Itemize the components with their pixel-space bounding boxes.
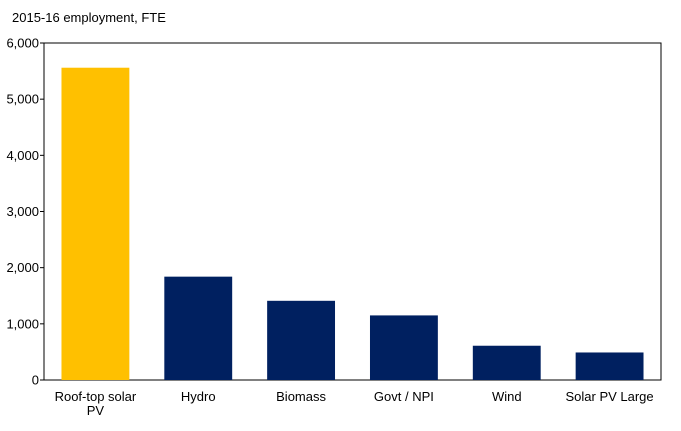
x-tick-label: Biomass xyxy=(276,389,326,404)
y-tick-label: 6,000 xyxy=(6,36,39,51)
chart-title: 2015-16 employment, FTE xyxy=(12,10,166,25)
x-tick-label: Roof-top solar PV xyxy=(55,389,137,418)
y-tick-label: 0 xyxy=(32,373,39,388)
y-tick-label: 1,000 xyxy=(6,316,39,331)
bar xyxy=(472,345,541,380)
bar xyxy=(267,300,336,380)
y-tick-label: 4,000 xyxy=(6,148,39,163)
x-tick-label: Solar PV Large xyxy=(565,389,653,404)
y-tick-label: 5,000 xyxy=(6,92,39,107)
bar xyxy=(61,67,130,381)
bar xyxy=(164,276,233,380)
x-tick-label: Govt / NPI xyxy=(374,389,434,404)
x-tick-label: Wind xyxy=(492,389,522,404)
plot-area-frame xyxy=(43,42,662,381)
y-tick-label: 2,000 xyxy=(6,260,39,275)
x-tick-label: Hydro xyxy=(181,389,216,404)
bar xyxy=(575,352,644,380)
bar xyxy=(369,315,438,380)
y-tick-label: 3,000 xyxy=(6,204,39,219)
